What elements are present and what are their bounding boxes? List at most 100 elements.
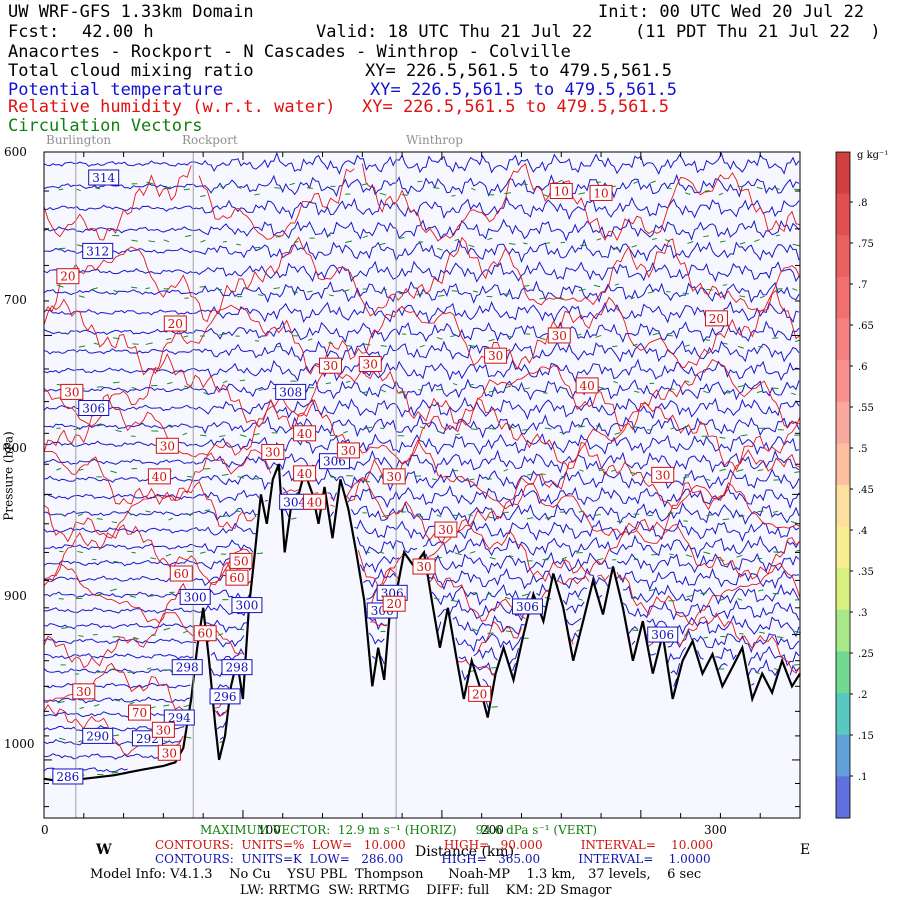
circulation-vector <box>150 557 157 560</box>
rh-label: 20 <box>382 595 406 612</box>
circulation-vector <box>129 595 136 598</box>
theta-label-box <box>78 400 110 417</box>
theta-contour <box>43 378 800 401</box>
rh-label: 30 <box>60 383 84 400</box>
circulation-vector <box>737 345 745 349</box>
circulation-vector <box>723 391 731 394</box>
circulation-vector <box>325 382 332 385</box>
circulation-vector <box>527 473 533 476</box>
circulation-vector <box>236 186 242 189</box>
circulation-vector <box>129 701 135 705</box>
circulation-vector <box>204 509 211 512</box>
circulation-vector <box>434 597 440 600</box>
rh-label: 30 <box>484 347 508 364</box>
init-time: Init: 00 UTC Wed 20 Jul 22 <box>598 2 865 22</box>
field-name-cloud: Total cloud mixing ratio <box>8 61 254 81</box>
circulation-vector <box>719 436 726 439</box>
rh-label: 10 <box>549 183 573 200</box>
rh-label-text: 40 <box>307 495 322 509</box>
circulation-vector <box>595 334 602 338</box>
rh-label-box <box>151 721 175 738</box>
rh-contour-info: CONTOURS: UNITS=% LOW= 10.000 HIGH= 90.0… <box>155 838 714 852</box>
circulation-vector <box>91 287 98 290</box>
circulation-vector <box>560 475 566 478</box>
circulation-vector <box>239 434 247 438</box>
colorbar-unit: g kg⁻¹ <box>857 150 888 161</box>
colorbar-segment <box>836 505 850 528</box>
circulation-vector <box>791 392 797 396</box>
colorbar-segment <box>836 630 850 652</box>
circulation-vector <box>578 425 585 428</box>
circulation-vector <box>431 478 438 481</box>
colorbar-label: .3 <box>858 608 868 619</box>
circulation-vector <box>630 426 638 429</box>
circulation-vector <box>629 471 637 475</box>
circulation-vector <box>755 671 760 675</box>
circulation-vector <box>258 389 263 391</box>
x-tick-300: 300 <box>704 823 727 837</box>
circulation-vector <box>652 237 657 240</box>
circulation-vector <box>790 520 798 524</box>
circulation-vector <box>706 514 714 517</box>
plot-frame <box>43 151 801 819</box>
circulation-vector <box>469 551 476 554</box>
rh-label-text: 10 <box>554 185 569 199</box>
circulation-vector <box>330 476 337 479</box>
theta-label-box <box>82 727 114 744</box>
rh-label-box <box>651 466 675 483</box>
rh-label-text: 30 <box>341 444 356 458</box>
rh-label-text: 30 <box>438 523 453 537</box>
circulation-vector <box>200 434 207 437</box>
circulation-vector <box>539 337 546 341</box>
circulation-vector <box>489 557 496 560</box>
rh-label-box <box>549 183 573 200</box>
circulation-vector <box>78 295 85 298</box>
theta-contour <box>43 614 800 638</box>
colorbar-segment <box>836 776 850 798</box>
circulation-vector <box>486 592 492 596</box>
circulation-vector <box>362 235 369 239</box>
circulation-vector <box>757 469 764 472</box>
theta-label: 314 <box>88 169 120 186</box>
circulation-vector <box>706 288 713 291</box>
circulation-vector <box>361 183 369 186</box>
circulation-vector <box>163 704 170 707</box>
circulation-vector <box>329 294 334 297</box>
circulation-vector <box>682 292 689 295</box>
theta-label-box <box>163 709 195 726</box>
circulation-vector <box>722 284 728 286</box>
field-xy-rh: XY= 226.5,561.5 to 479.5,561.5 <box>362 97 670 117</box>
circulation-vector <box>450 334 457 338</box>
rh-label-text: 30 <box>552 329 567 343</box>
circulation-vector <box>220 186 225 189</box>
rh-label-text: 10 <box>593 186 608 200</box>
colorbar-label: .65 <box>858 321 874 332</box>
colorbar-segment <box>836 464 850 486</box>
circulation-vector <box>78 635 84 637</box>
rh-label-box <box>303 493 327 510</box>
circulation-vector <box>111 771 119 774</box>
circulation-vector <box>450 599 458 602</box>
circulation-vector <box>273 287 280 290</box>
rh-label-box <box>147 468 171 485</box>
rh-label-text: 40 <box>297 467 312 481</box>
circulation-vector <box>521 183 528 186</box>
colorbar-segment <box>836 713 850 736</box>
rh-label: 30 <box>151 721 175 738</box>
circulation-vector <box>719 240 726 243</box>
circulation-vector <box>184 297 189 299</box>
rh-label-box <box>382 468 406 485</box>
rh-label-box <box>704 310 728 327</box>
circulation-vector <box>363 479 370 483</box>
rh-label: 30 <box>318 357 342 374</box>
theta-label: 298 <box>171 659 203 676</box>
colorbar-segment <box>836 297 850 319</box>
circulation-vector <box>776 636 784 639</box>
circulation-vector <box>146 667 152 670</box>
circulation-vector <box>543 194 549 197</box>
circulation-vector <box>579 469 584 472</box>
rh-label-text: 30 <box>160 439 175 453</box>
circulation-vector <box>163 740 169 743</box>
circulation-vector <box>718 192 724 196</box>
rh-contour <box>43 439 801 510</box>
